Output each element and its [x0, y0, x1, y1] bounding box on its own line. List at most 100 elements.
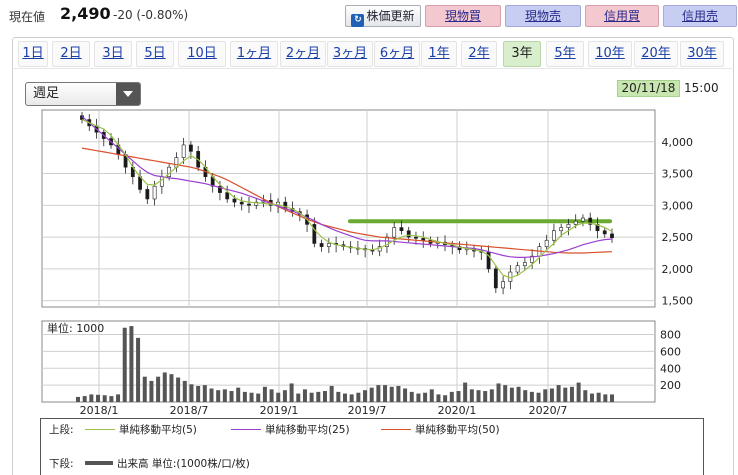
volume-bar: [109, 396, 114, 402]
period-tabs: 1日 2日 3日 5日 10日 1ヶ月 2ヶ月 3ヶ月 6ヶ月 1年 2年 3年…: [16, 41, 731, 69]
volume-bar: [349, 394, 354, 402]
volume-bar: [463, 382, 468, 402]
volume-bar: [389, 386, 394, 402]
tab-6m[interactable]: 6ヶ月: [374, 41, 420, 67]
tab-10d[interactable]: 10日: [178, 41, 226, 67]
tab-3d[interactable]: 3日: [94, 41, 132, 67]
candle-body: [326, 243, 331, 247]
price-tick-label: 2,500: [662, 231, 694, 244]
tab-2d[interactable]: 2日: [52, 41, 90, 67]
volume-bar: [583, 390, 588, 402]
price-tick-label: 2,000: [662, 263, 694, 276]
quote-bar: 現在値 2,490 -20 (-0.80%) ↻ 株価更新 現物買 現物売 信用買…: [0, 0, 738, 30]
candle-body: [515, 265, 520, 273]
volume-bar: [423, 392, 428, 402]
legend-ma5: 単純移動平均(5): [85, 422, 197, 437]
volume-bar: [242, 391, 247, 402]
legend-ma5-label: 単純移動平均(5): [119, 424, 197, 436]
candle-body: [588, 217, 593, 225]
volume-bar: [603, 394, 608, 402]
volume-bar: [329, 385, 334, 402]
chart-time: 15:00: [684, 81, 719, 95]
legend-ma25-label: 単純移動平均(25): [265, 424, 350, 436]
price-change: -20 (-0.80%): [113, 8, 189, 22]
volume-bar: [469, 389, 474, 402]
volume-bar: [169, 374, 174, 402]
volume-bar: [529, 391, 534, 402]
cash-buy-button[interactable]: 現物買: [425, 5, 501, 27]
volume-bar: [363, 390, 368, 402]
refresh-price-label: 株価更新: [366, 9, 415, 23]
volume-bar: [102, 395, 107, 402]
legend-lower-label: 下段:: [49, 458, 74, 470]
volume-bar: [409, 391, 414, 402]
volume-bar: [116, 394, 121, 402]
tab-20y[interactable]: 20年: [634, 41, 678, 67]
volume-bar: [262, 386, 267, 402]
tab-5d[interactable]: 5日: [136, 41, 174, 67]
candle-body: [602, 230, 607, 235]
tab-10y[interactable]: 10年: [588, 41, 632, 67]
volume-bar: [610, 394, 614, 402]
tab-divider: [14, 68, 734, 69]
chart-legend: 上段: 単純移動平均(5) 単純移動平均(25) 単純移動平均(50) 下段: …: [40, 418, 704, 475]
volume-bar: [309, 392, 314, 402]
x-tick-label: 2018/7: [170, 404, 209, 417]
legend-ma50-line: [381, 429, 411, 430]
margin-buy-button[interactable]: 信用買: [585, 5, 659, 27]
volume-bar: [316, 391, 321, 402]
volume-bar: [302, 389, 307, 402]
legend-ma25-line: [231, 429, 261, 430]
volume-bar: [289, 383, 294, 402]
volume-bar: [509, 387, 514, 402]
x-tick-label: 2018/1: [80, 404, 119, 417]
x-tick-label: 2019/1: [260, 404, 299, 417]
volume-bar: [536, 392, 541, 402]
volume-bar: [369, 387, 374, 402]
volume-bar: [376, 385, 381, 402]
candle-body: [218, 185, 222, 193]
volume-bar: [443, 395, 448, 402]
cash-sell-button[interactable]: 現物売: [505, 5, 581, 27]
candle-body: [552, 230, 556, 241]
candle-body: [559, 227, 564, 232]
volume-bar: [476, 390, 481, 402]
tab-1y[interactable]: 1年: [421, 41, 457, 67]
tab-30y[interactable]: 30年: [680, 41, 724, 67]
margin-sell-button[interactable]: 信用売: [663, 5, 737, 27]
tab-3y[interactable]: 3年: [503, 41, 541, 67]
tab-1m[interactable]: 1ヶ月: [230, 41, 278, 67]
volume-bar: [549, 388, 554, 402]
refresh-price-button[interactable]: ↻ 株価更新: [345, 5, 421, 27]
tab-2m[interactable]: 2ヶ月: [280, 41, 326, 67]
candle-body: [493, 268, 498, 289]
volume-bar: [176, 377, 181, 402]
legend-volume-swatch: [85, 461, 113, 465]
volume-bar: [523, 390, 528, 402]
volume-bar: [162, 372, 167, 402]
candle-interval-select[interactable]: 週足: [25, 82, 141, 106]
volume-bar: [296, 393, 301, 402]
tab-3m[interactable]: 3ヶ月: [327, 41, 373, 67]
candle-body: [457, 246, 462, 251]
candle-body: [385, 236, 389, 247]
candle-body: [421, 238, 426, 241]
volume-bar: [483, 391, 488, 402]
ma25-line: [81, 115, 613, 258]
volume-bar: [503, 385, 508, 402]
volume-tick-label: 800: [660, 329, 681, 342]
chart-date: 20/11/18: [617, 80, 680, 97]
volume-bar: [516, 386, 521, 402]
tab-5y[interactable]: 5年: [546, 41, 584, 67]
price-tick-label: 1,500: [662, 295, 694, 308]
volume-bar: [209, 388, 214, 402]
legend-upper-label: 上段:: [49, 424, 74, 436]
candle-body: [254, 201, 259, 206]
tab-2y[interactable]: 2年: [461, 41, 497, 67]
tab-1d[interactable]: 1日: [18, 41, 48, 67]
legend-ma50-label: 単純移動平均(50): [415, 424, 500, 436]
x-tick-label: 2019/7: [348, 404, 387, 417]
volume-bar: [543, 389, 548, 402]
candle-body: [399, 227, 404, 232]
volume-bar: [249, 392, 254, 402]
